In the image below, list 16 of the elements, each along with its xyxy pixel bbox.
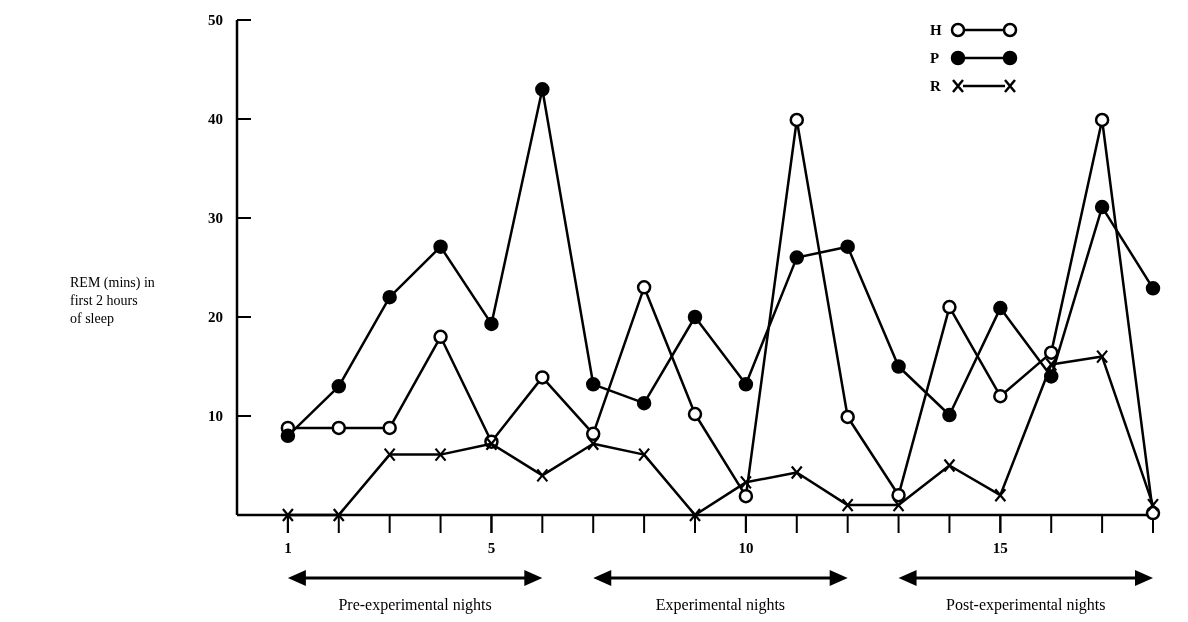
y-tick-label: 20: [208, 309, 223, 326]
text: Pre-experimental nights: [338, 596, 492, 614]
legend-label: H: [930, 22, 942, 39]
y-axis-title: REM (mins) in first 2 hours of sleep: [70, 275, 155, 327]
x-tick-label: 15: [992, 540, 1008, 556]
x-tick-label: 5: [487, 540, 496, 556]
y-tick-label: 40: [208, 111, 223, 128]
y-tick-label: 30: [208, 210, 223, 227]
y-tick-label: 10: [208, 408, 223, 425]
legend-label: P: [930, 50, 940, 67]
text: Experimental nights: [655, 596, 786, 614]
text: Post-experimental nights: [946, 596, 1106, 614]
x-tick-label: 1: [284, 540, 292, 556]
legend-label: R: [930, 78, 941, 95]
y-tick-label: 50: [208, 12, 223, 29]
x-tick-label: 10: [738, 540, 754, 556]
